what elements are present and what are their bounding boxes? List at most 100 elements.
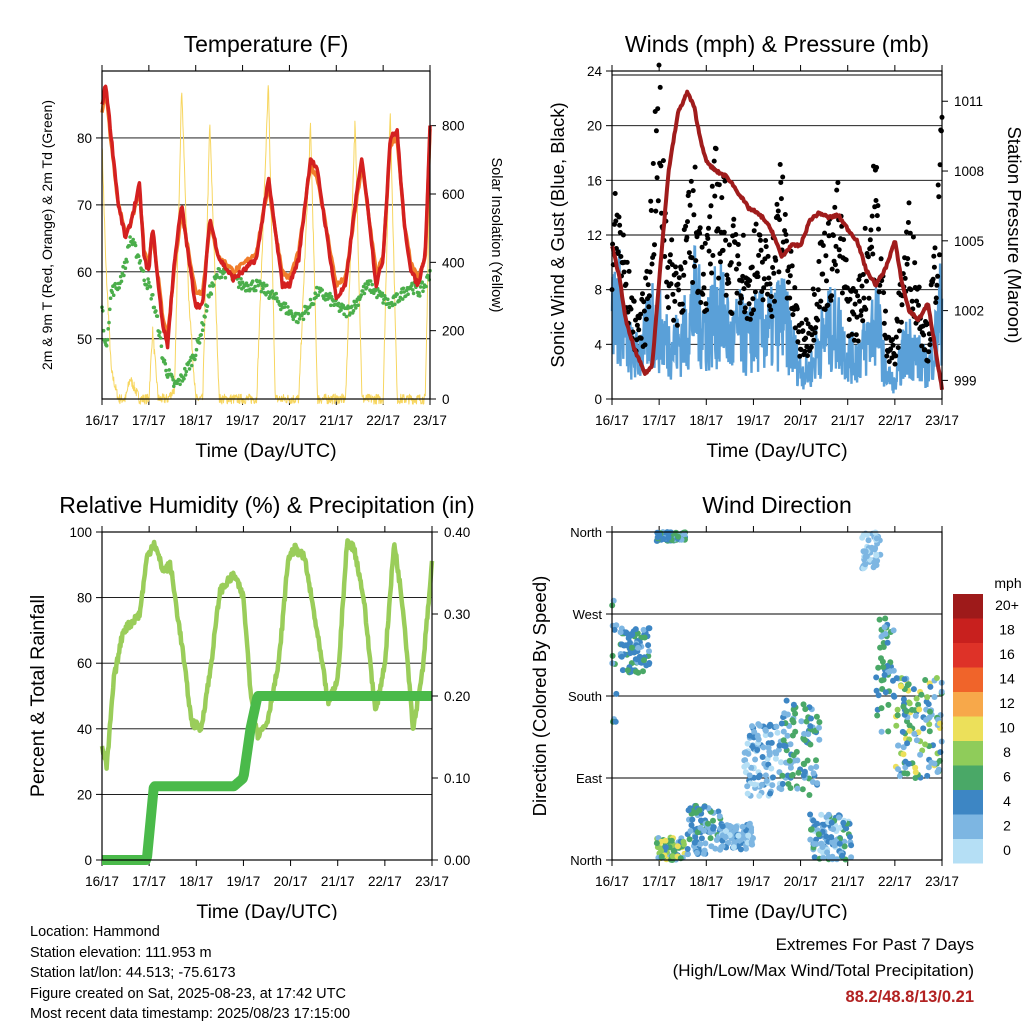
direction-point xyxy=(769,782,776,789)
gust-point xyxy=(680,308,686,314)
dewpoint-point xyxy=(246,283,250,288)
gust-point xyxy=(682,260,688,265)
direction-point xyxy=(790,701,797,708)
gust-point xyxy=(690,188,696,194)
dewpoint-point xyxy=(145,286,150,291)
dewpoint-point xyxy=(122,273,126,278)
gust-point xyxy=(673,264,678,270)
dewpoint-point xyxy=(364,285,369,290)
gust-point xyxy=(673,270,679,276)
gust-point xyxy=(660,158,666,164)
gust-point xyxy=(731,216,737,222)
solar-insolation-line xyxy=(101,85,431,405)
gust-point xyxy=(812,330,818,336)
direction-point xyxy=(668,837,675,844)
direction-point xyxy=(698,817,704,824)
direction-point xyxy=(799,786,806,793)
plot-border xyxy=(101,70,431,400)
gust-point xyxy=(772,298,777,304)
dewpoint-point xyxy=(418,285,423,289)
colorbar-label: 0 xyxy=(1003,842,1011,858)
gust-point xyxy=(909,298,915,304)
y2-axis-label: Station Pressure (Maroon) xyxy=(1004,127,1024,344)
direction-point xyxy=(934,769,941,775)
direction-point xyxy=(903,708,910,715)
gust-point xyxy=(648,208,654,213)
direction-point xyxy=(841,838,848,845)
gust-point xyxy=(897,328,902,334)
dewpoint-point xyxy=(236,285,241,290)
gust-point xyxy=(893,334,899,340)
direction-point xyxy=(813,757,819,764)
gust-point xyxy=(931,253,937,259)
dewpoint-point xyxy=(105,337,110,342)
dewpoint-point xyxy=(363,282,368,286)
gust-point xyxy=(620,232,626,238)
gust-point xyxy=(765,291,770,297)
dewpoint-point xyxy=(336,301,341,306)
direction-point xyxy=(895,742,901,749)
dewpoint-point xyxy=(172,384,176,389)
x-tick-label: 21/17 xyxy=(831,413,865,428)
dewpoint-point xyxy=(380,291,385,296)
direction-point xyxy=(768,765,775,772)
gust-point xyxy=(893,353,899,359)
gust-point xyxy=(669,237,675,243)
dewpoint-point xyxy=(193,353,198,358)
gust-point xyxy=(921,332,927,338)
gust-point xyxy=(888,346,894,352)
dewpoint-point xyxy=(361,284,366,289)
dewpoint-point xyxy=(107,320,111,325)
direction-point xyxy=(816,719,823,726)
direction-point xyxy=(915,701,922,708)
gust-point xyxy=(855,338,861,344)
direction-point xyxy=(617,629,624,636)
y-tick-label: West xyxy=(573,607,603,622)
direction-point xyxy=(756,792,763,799)
dewpoint-point xyxy=(275,296,279,300)
direction-point xyxy=(691,839,698,846)
y-tick-label: 12 xyxy=(587,228,602,243)
direction-point xyxy=(800,772,807,779)
gust-point xyxy=(766,303,772,309)
y2-tick-label: 1011 xyxy=(954,94,983,109)
x-tick-label: 18/17 xyxy=(179,413,213,428)
direction-point xyxy=(780,742,787,749)
gust-point xyxy=(851,337,857,343)
x-tick-label: 16/17 xyxy=(595,413,629,428)
x-tick-label: 22/17 xyxy=(878,874,912,889)
direction-point xyxy=(923,698,930,705)
extremes-title: Extremes For Past 7 Days xyxy=(775,935,974,954)
direction-point xyxy=(760,744,767,751)
gust-point xyxy=(631,298,637,304)
direction-point xyxy=(912,712,919,719)
y-tick-label: 0 xyxy=(84,853,92,868)
gust-point xyxy=(803,317,809,323)
direction-point xyxy=(873,674,880,681)
direction-point xyxy=(876,616,883,623)
temperature-panel: Temperature (F) Time (Day/UTC) 2m & 9m T (… xyxy=(39,31,504,462)
gust-point xyxy=(723,292,729,298)
y-axis-label: 2m & 9m T (Red, Orange) & 2m Td (Green) xyxy=(39,100,55,370)
direction-point xyxy=(925,764,932,771)
dewpoint-point xyxy=(184,369,189,374)
direction-point xyxy=(918,691,925,698)
gust-point xyxy=(672,298,678,304)
gust-point xyxy=(916,302,921,308)
direction-point xyxy=(933,675,940,681)
dewpoint-point xyxy=(311,302,316,306)
gust-point xyxy=(835,180,841,186)
direction-point xyxy=(694,829,701,836)
gust-point xyxy=(641,299,647,305)
gust-point xyxy=(768,294,774,299)
gust-point xyxy=(737,300,743,306)
direction-point xyxy=(629,644,635,651)
y-tick-label: North xyxy=(570,853,602,868)
x-tick-label: 18/17 xyxy=(689,874,723,889)
direction-point xyxy=(906,727,913,734)
gust-point xyxy=(726,242,732,248)
direction-point xyxy=(808,715,814,722)
gust-point xyxy=(688,178,694,184)
gust-point xyxy=(693,258,699,264)
gust-point xyxy=(822,230,828,236)
